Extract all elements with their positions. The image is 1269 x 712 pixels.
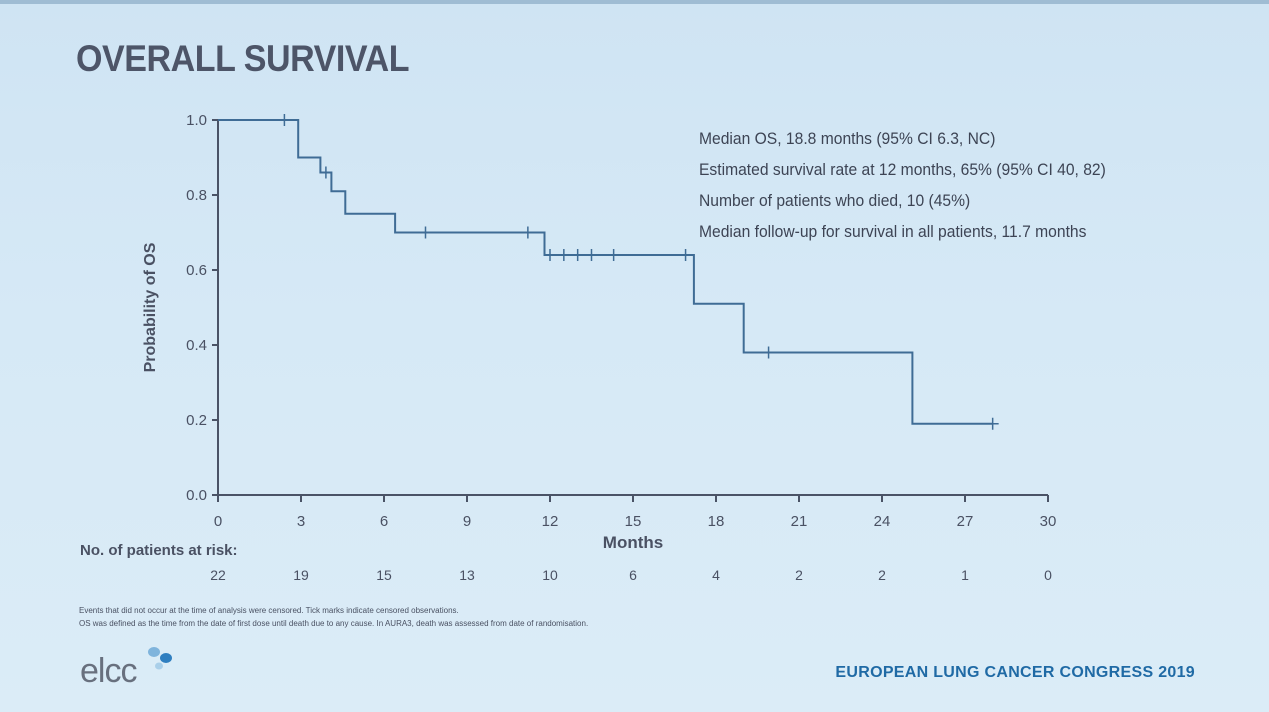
x-tick-label: 15 bbox=[625, 513, 642, 530]
risk-value: 22 bbox=[210, 567, 226, 583]
stat-median-os: Median OS, 18.8 months (95% CI 6.3, NC) bbox=[699, 129, 996, 148]
risk-value: 13 bbox=[459, 567, 475, 583]
x-axis-label: Months bbox=[603, 533, 663, 552]
y-tick-label: 0.4 bbox=[186, 337, 207, 354]
x-tick-label: 9 bbox=[463, 513, 471, 530]
risk-value: 2 bbox=[878, 567, 886, 583]
risk-value: 19 bbox=[293, 567, 309, 583]
elcc-logo-icon bbox=[148, 647, 172, 670]
y-tick-label: 0.6 bbox=[186, 262, 207, 279]
y-tick-label: 0.0 bbox=[186, 487, 207, 504]
risk-value: 1 bbox=[961, 567, 969, 583]
y-tick-label: 1.0 bbox=[186, 112, 207, 129]
footnote-censored: Events that did not occur at the time of… bbox=[79, 606, 459, 615]
footnote-os-definition: OS was defined as the time from the date… bbox=[79, 619, 589, 628]
x-tick-label: 30 bbox=[1040, 513, 1057, 530]
y-tick-label: 0.2 bbox=[186, 412, 207, 429]
y-axis-label: Probability of OS bbox=[142, 242, 159, 372]
risk-value: 2 bbox=[795, 567, 803, 583]
x-tick-label: 0 bbox=[214, 513, 222, 530]
y-tick-label: 0.8 bbox=[186, 187, 207, 204]
x-tick-label: 12 bbox=[542, 513, 559, 530]
risk-value: 15 bbox=[376, 567, 392, 583]
survival-curve bbox=[218, 119, 993, 425]
x-tick-label: 6 bbox=[380, 513, 388, 530]
x-tick-label: 18 bbox=[708, 513, 725, 530]
risk-value: 4 bbox=[712, 567, 720, 583]
risk-table-row: 22 19 15 13 10 6 4 2 2 1 0 bbox=[0, 567, 1269, 587]
slide-title: OVERALL SURVIVAL bbox=[76, 38, 410, 79]
x-tick-label: 21 bbox=[791, 513, 808, 530]
x-tick-label: 24 bbox=[874, 513, 891, 530]
top-border bbox=[0, 0, 1269, 4]
stat-patients-died: Number of patients who died, 10 (45%) bbox=[699, 191, 971, 210]
risk-value: 6 bbox=[629, 567, 637, 583]
stat-survival-rate: Estimated survival rate at 12 months, 65… bbox=[699, 160, 1106, 179]
congress-name: EUROPEAN LUNG CANCER CONGRESS 2019 bbox=[835, 664, 1195, 681]
x-tick-label: 27 bbox=[957, 513, 974, 530]
stats-box: Median OS, 18.8 months (95% CI 6.3, NC) … bbox=[699, 123, 1141, 247]
stat-median-follow-up: Median follow-up for survival in all pat… bbox=[699, 222, 1087, 241]
risk-value: 0 bbox=[1044, 567, 1052, 583]
elcc-logo: elcc bbox=[80, 652, 137, 690]
risk-value: 10 bbox=[542, 567, 558, 583]
x-tick-label: 3 bbox=[297, 513, 305, 530]
risk-table-title: No. of patients at risk: bbox=[80, 542, 238, 559]
